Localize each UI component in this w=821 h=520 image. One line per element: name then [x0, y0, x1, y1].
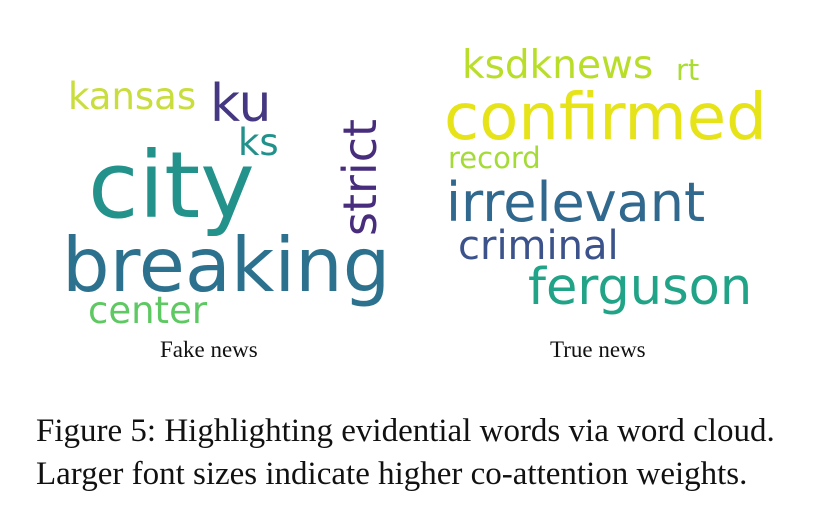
- word-ku: ku: [210, 74, 272, 134]
- word-kansas: kansas: [68, 75, 197, 118]
- word-strict: strict: [333, 118, 387, 236]
- word-record: record: [448, 141, 541, 175]
- figure-caption-line-1: Figure 5: Highlighting evidential words …: [36, 413, 775, 449]
- figure-caption-line-2: Larger font sizes indicate higher co-att…: [36, 456, 748, 492]
- word-criminal: criminal: [458, 223, 619, 269]
- figure-caption: Figure 5: Highlighting evidential words …: [36, 410, 796, 496]
- fake-news-word-cloud: kansas ku ks strict city breaking center: [0, 0, 420, 340]
- word-center: center: [88, 289, 208, 332]
- fake-news-label: Fake news: [160, 337, 258, 362]
- word-rt: rt: [676, 53, 700, 87]
- word-irrelevant: irrelevant: [446, 171, 706, 234]
- word-ks: ks: [238, 121, 279, 164]
- word-breaking: breaking: [62, 221, 391, 309]
- word-ksdknews: ksdknews: [462, 43, 654, 88]
- word-ferguson: ferguson: [528, 258, 753, 317]
- true-news-word-cloud: ksdknews rt confirmed record irrelevant …: [420, 0, 821, 340]
- word-confirmed: confirmed: [444, 81, 767, 155]
- true-news-label: True news: [550, 337, 646, 362]
- word-city: city: [88, 132, 255, 239]
